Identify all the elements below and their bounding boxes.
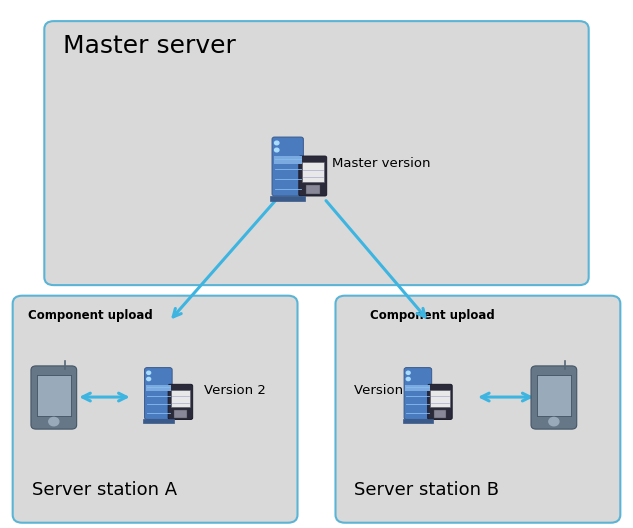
Circle shape — [147, 378, 151, 381]
FancyBboxPatch shape — [537, 375, 571, 416]
Text: Version 2: Version 2 — [204, 384, 266, 397]
Text: Master version: Master version — [332, 157, 431, 170]
FancyBboxPatch shape — [299, 156, 327, 196]
FancyBboxPatch shape — [144, 367, 172, 419]
Text: Component upload: Component upload — [28, 309, 153, 322]
FancyBboxPatch shape — [403, 419, 433, 423]
FancyBboxPatch shape — [37, 375, 71, 416]
FancyBboxPatch shape — [146, 385, 171, 391]
FancyArrowPatch shape — [82, 393, 127, 401]
FancyBboxPatch shape — [273, 156, 302, 164]
FancyBboxPatch shape — [174, 410, 187, 418]
FancyBboxPatch shape — [430, 390, 449, 407]
FancyBboxPatch shape — [531, 366, 577, 429]
FancyBboxPatch shape — [168, 384, 192, 419]
FancyBboxPatch shape — [44, 21, 589, 285]
FancyArrowPatch shape — [326, 201, 425, 317]
FancyBboxPatch shape — [171, 390, 190, 407]
Circle shape — [406, 371, 410, 374]
FancyArrowPatch shape — [173, 201, 275, 317]
FancyBboxPatch shape — [143, 419, 173, 423]
Circle shape — [406, 378, 410, 381]
Circle shape — [549, 418, 559, 426]
FancyArrowPatch shape — [481, 393, 530, 401]
FancyBboxPatch shape — [272, 137, 303, 196]
Text: Server station B: Server station B — [354, 481, 499, 499]
Circle shape — [275, 141, 279, 145]
Circle shape — [147, 371, 151, 374]
Text: Version 3: Version 3 — [354, 384, 417, 397]
FancyBboxPatch shape — [306, 185, 320, 194]
Text: Server station A: Server station A — [32, 481, 177, 499]
FancyBboxPatch shape — [428, 384, 452, 419]
FancyBboxPatch shape — [406, 385, 430, 391]
FancyBboxPatch shape — [335, 296, 620, 523]
FancyBboxPatch shape — [270, 196, 305, 201]
FancyBboxPatch shape — [31, 366, 77, 429]
FancyBboxPatch shape — [13, 296, 298, 523]
FancyBboxPatch shape — [302, 162, 324, 182]
Text: Master server: Master server — [63, 34, 236, 58]
FancyBboxPatch shape — [434, 410, 446, 418]
Text: Component upload: Component upload — [370, 309, 495, 322]
Circle shape — [49, 418, 59, 426]
FancyBboxPatch shape — [404, 367, 432, 419]
Circle shape — [275, 148, 279, 152]
